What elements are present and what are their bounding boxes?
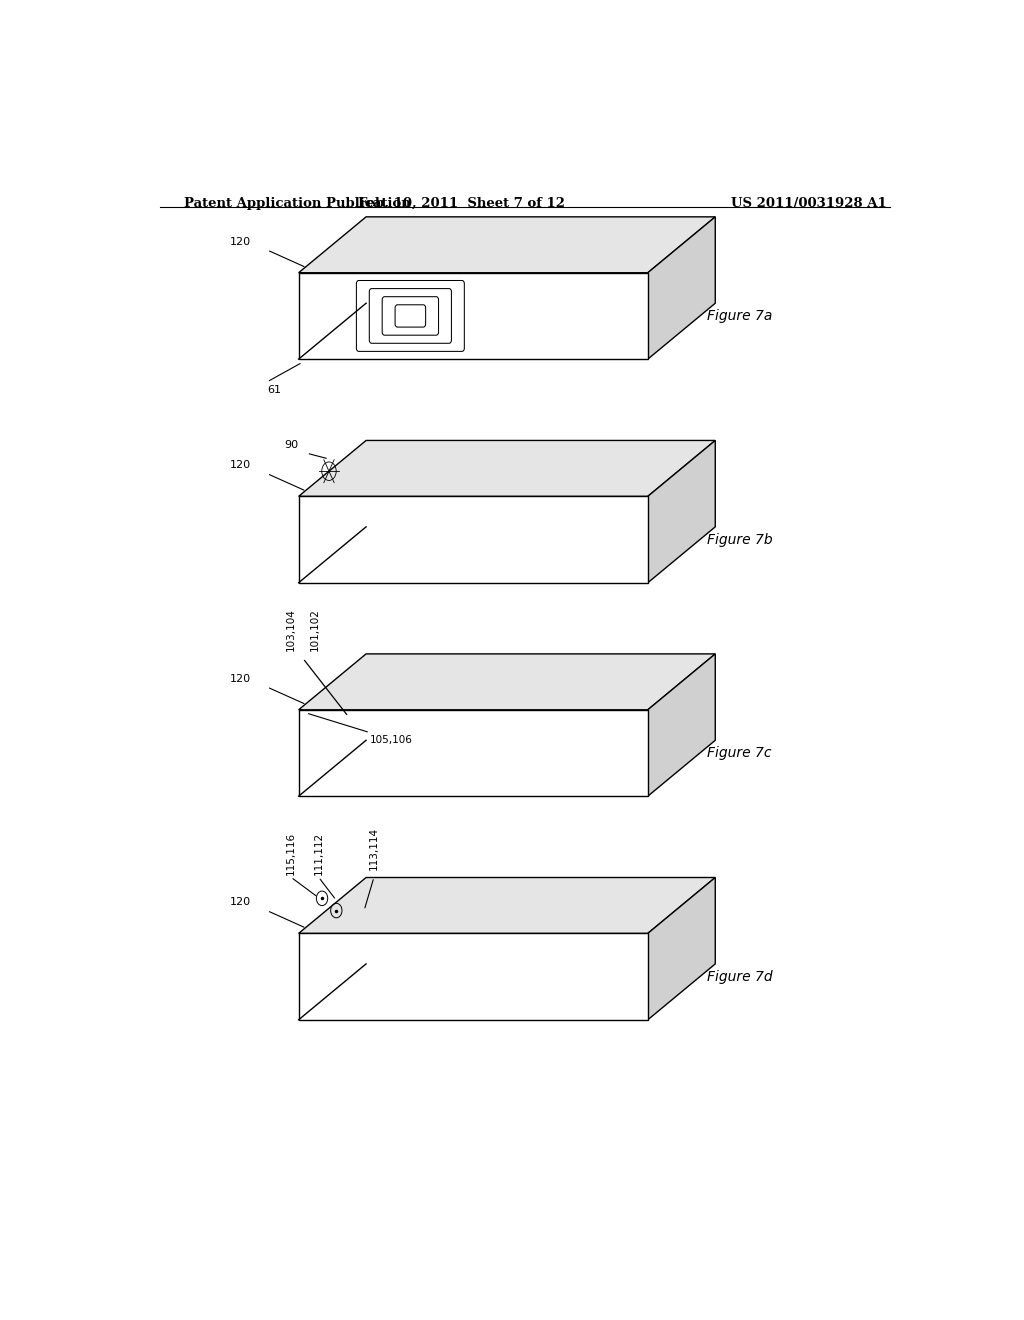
Polygon shape bbox=[299, 878, 715, 933]
Text: 90: 90 bbox=[285, 440, 299, 450]
Text: 113,114: 113,114 bbox=[369, 826, 379, 870]
Text: 120: 120 bbox=[229, 898, 251, 907]
Text: US 2011/0031928 A1: US 2011/0031928 A1 bbox=[731, 197, 887, 210]
Text: 103,104: 103,104 bbox=[286, 609, 296, 651]
Text: 111,112: 111,112 bbox=[313, 832, 324, 875]
Text: Patent Application Publication: Patent Application Publication bbox=[183, 197, 411, 210]
Polygon shape bbox=[299, 216, 715, 273]
Text: 105,106: 105,106 bbox=[370, 735, 413, 744]
Text: 101,102: 101,102 bbox=[309, 609, 319, 651]
Text: 115,116: 115,116 bbox=[286, 832, 296, 875]
Text: Feb. 10, 2011  Sheet 7 of 12: Feb. 10, 2011 Sheet 7 of 12 bbox=[357, 197, 565, 210]
Polygon shape bbox=[299, 653, 715, 710]
Polygon shape bbox=[648, 441, 715, 582]
Polygon shape bbox=[648, 216, 715, 359]
Text: 120: 120 bbox=[229, 675, 251, 684]
Polygon shape bbox=[299, 496, 648, 582]
Polygon shape bbox=[299, 710, 648, 796]
Polygon shape bbox=[299, 273, 648, 359]
Polygon shape bbox=[648, 878, 715, 1020]
Polygon shape bbox=[299, 441, 715, 496]
Text: Figure 7b: Figure 7b bbox=[708, 532, 773, 546]
Text: Figure 7a: Figure 7a bbox=[708, 309, 773, 323]
Polygon shape bbox=[299, 933, 648, 1020]
Text: 120: 120 bbox=[229, 236, 251, 247]
Text: Figure 7d: Figure 7d bbox=[708, 970, 773, 983]
Text: Figure 7c: Figure 7c bbox=[708, 746, 772, 760]
Polygon shape bbox=[648, 653, 715, 796]
Text: 120: 120 bbox=[229, 461, 251, 470]
Text: 61: 61 bbox=[267, 385, 281, 395]
